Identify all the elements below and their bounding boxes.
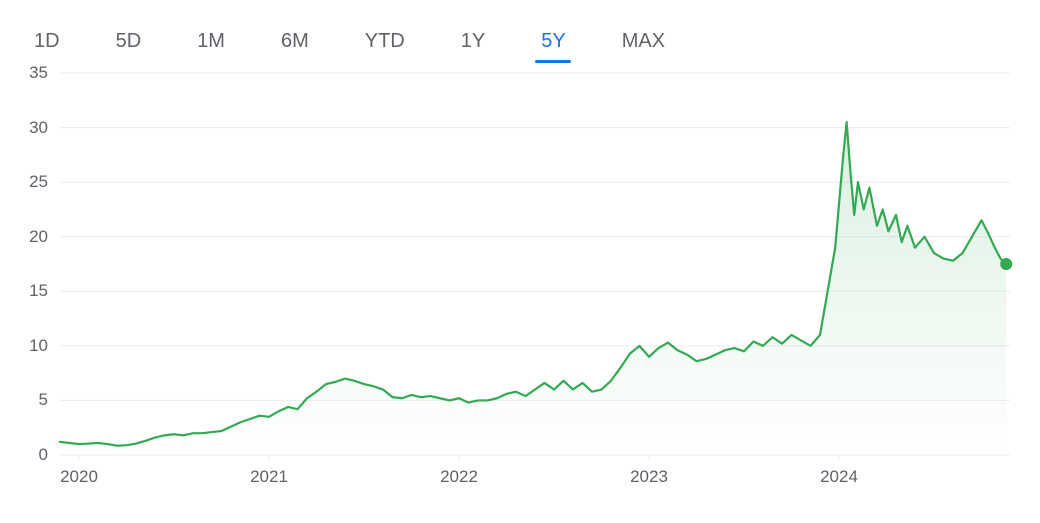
x-axis-label: 2023 bbox=[630, 467, 668, 487]
range-tab-label: 1Y bbox=[461, 30, 485, 52]
y-axis-label: 30 bbox=[20, 118, 48, 138]
x-axis-label: 2022 bbox=[440, 467, 478, 487]
y-axis-label: 5 bbox=[20, 390, 48, 410]
stock-chart-widget: 1D 5D 1M 6M YTD 1Y 5Y MAX 0 5 10 15 20 25 30 35 2020 202… bbox=[0, 0, 1040, 523]
y-axis-label: 25 bbox=[20, 172, 48, 192]
y-axis-label: 0 bbox=[20, 445, 48, 465]
range-tab-1m[interactable]: 1M bbox=[183, 24, 239, 63]
y-axis-label: 20 bbox=[20, 227, 48, 247]
range-tab-max[interactable]: MAX bbox=[608, 24, 679, 63]
range-tab-label: 5Y bbox=[541, 30, 565, 52]
chart-area: 0 5 10 15 20 25 30 35 2020 2021 2022 2023 2024 bbox=[20, 63, 1020, 493]
range-tabs: 1D 5D 1M 6M YTD 1Y 5Y MAX bbox=[20, 0, 1020, 63]
range-tab-label: 6M bbox=[281, 30, 309, 52]
x-axis-label: 2020 bbox=[60, 467, 98, 487]
range-tab-5y[interactable]: 5Y bbox=[527, 24, 579, 63]
range-tab-label: YTD bbox=[365, 30, 405, 52]
range-tab-label: MAX bbox=[622, 30, 665, 52]
range-tab-ytd[interactable]: YTD bbox=[351, 24, 419, 63]
range-tab-1y[interactable]: 1Y bbox=[447, 24, 499, 63]
current-price-dot bbox=[1000, 258, 1012, 270]
range-tab-label: 5D bbox=[116, 30, 142, 52]
range-tab-5d[interactable]: 5D bbox=[102, 24, 156, 63]
range-tab-label: 1M bbox=[197, 30, 225, 52]
price-chart-svg bbox=[20, 63, 1020, 493]
range-tab-1d[interactable]: 1D bbox=[20, 24, 74, 63]
x-axis-label: 2024 bbox=[820, 467, 858, 487]
y-axis-label: 35 bbox=[20, 63, 48, 83]
y-axis-label: 10 bbox=[20, 336, 48, 356]
y-axis-label: 15 bbox=[20, 281, 48, 301]
range-tab-label: 1D bbox=[34, 30, 60, 52]
range-tab-6m[interactable]: 6M bbox=[267, 24, 323, 63]
price-area-fill bbox=[60, 122, 1006, 455]
x-axis-label: 2021 bbox=[250, 467, 288, 487]
